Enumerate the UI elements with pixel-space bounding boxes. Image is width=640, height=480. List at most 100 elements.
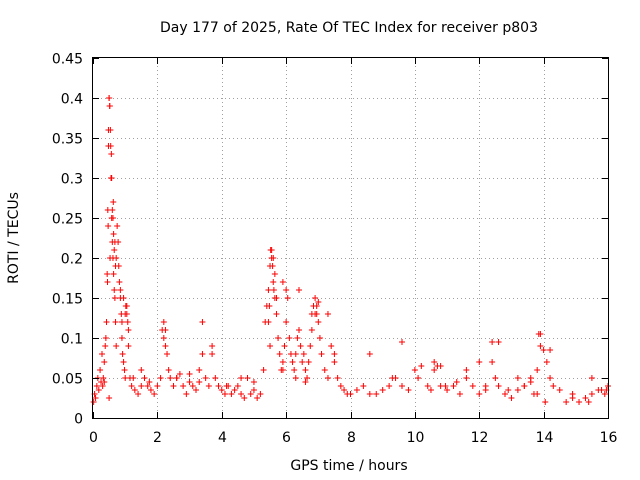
data-point: [418, 363, 425, 369]
data-point: [110, 199, 117, 205]
data-point: [283, 319, 290, 325]
data-point: [103, 319, 110, 325]
data-point: [495, 339, 502, 345]
data-point: [297, 343, 304, 349]
data-point: [123, 303, 130, 309]
data-point: [109, 215, 116, 221]
data-point: [193, 387, 199, 393]
data-point: [99, 383, 106, 389]
data-point: [268, 255, 275, 261]
data-point: [442, 383, 449, 389]
data-point: [238, 391, 245, 397]
data-point: [300, 351, 307, 357]
data-point: [176, 371, 183, 377]
data-point: [238, 375, 245, 381]
data-point: [331, 359, 338, 365]
data-point: [90, 399, 97, 405]
data-point: [117, 287, 124, 293]
data-point: [116, 279, 123, 285]
data-point: [304, 375, 311, 381]
data-point: [437, 363, 444, 369]
data-point: [114, 223, 121, 229]
data-point: [324, 375, 331, 381]
data-point: [279, 279, 286, 285]
data-point: [588, 375, 595, 381]
data-point: [547, 347, 554, 353]
data-point: [260, 367, 267, 373]
data-point: [105, 127, 112, 133]
data-point: [307, 343, 314, 349]
data-point: [405, 387, 412, 393]
data-point: [107, 143, 114, 149]
y-axis-label: ROTI / TECUs: [6, 192, 22, 284]
data-point: [508, 395, 515, 401]
data-point: [444, 387, 451, 393]
data-point: [489, 339, 496, 345]
x-axis-label: GPS time / hours: [290, 458, 407, 474]
data-point: [585, 399, 592, 405]
data-point: [489, 359, 496, 365]
data-point: [312, 311, 319, 317]
data-point: [95, 387, 102, 393]
data-point: [104, 271, 111, 277]
data-point: [221, 391, 228, 397]
data-point: [202, 375, 209, 381]
data-point: [431, 367, 438, 373]
y-tick-label: 0.4: [61, 92, 83, 108]
data-point: [601, 391, 608, 397]
data-point: [399, 339, 405, 345]
data-point: [189, 383, 196, 389]
data-point: [111, 247, 118, 253]
data-point: [209, 351, 216, 357]
data-point: [315, 319, 322, 325]
data-point: [588, 391, 595, 397]
data-point: [120, 295, 127, 301]
data-point: [279, 359, 286, 365]
data-point: [250, 387, 257, 393]
y-tick-label: 0.1: [61, 332, 83, 348]
data-point: [101, 359, 108, 365]
data-point: [135, 391, 142, 397]
data-point: [296, 287, 302, 293]
data-point: [121, 367, 128, 373]
data-point: [302, 379, 309, 385]
data-point: [105, 223, 112, 229]
y-tick-label: 0: [74, 412, 83, 428]
y-tick-label: 0.15: [52, 292, 83, 308]
data-point: [118, 335, 125, 341]
data-point: [535, 331, 542, 337]
chart-title: Day 177 of 2025, Rate Of TEC Index for r…: [160, 20, 538, 36]
x-tick-label: 2: [153, 430, 162, 446]
data-point: [431, 359, 438, 365]
data-point: [294, 335, 301, 341]
data-point: [482, 383, 489, 389]
data-point: [313, 303, 320, 309]
data-point: [247, 391, 254, 397]
data-point: [196, 367, 203, 373]
data-point: [104, 279, 111, 285]
data-point: [540, 347, 547, 353]
data-point: [141, 375, 148, 381]
data-point: [283, 287, 290, 293]
data-point: [427, 387, 434, 393]
data-point: [337, 383, 344, 389]
x-tick-label: 8: [347, 430, 356, 446]
data-point: [106, 103, 113, 109]
data-point: [154, 383, 161, 389]
data-point: [138, 367, 145, 373]
data-point: [223, 383, 230, 389]
x-axis-tick-labels: 0 2 4 6 8 10 12 14 16: [89, 430, 617, 446]
data-point: [281, 343, 288, 349]
data-point: [514, 387, 521, 393]
data-point: [122, 311, 129, 317]
data-point: [386, 383, 393, 389]
data-point: [505, 387, 512, 393]
data-point: [456, 391, 463, 397]
data-point: [267, 343, 274, 349]
data-point: [476, 359, 483, 365]
y-tick-label: 0.2: [61, 252, 83, 268]
data-point: [328, 343, 335, 349]
data-point: [563, 399, 570, 405]
data-point: [146, 379, 153, 385]
